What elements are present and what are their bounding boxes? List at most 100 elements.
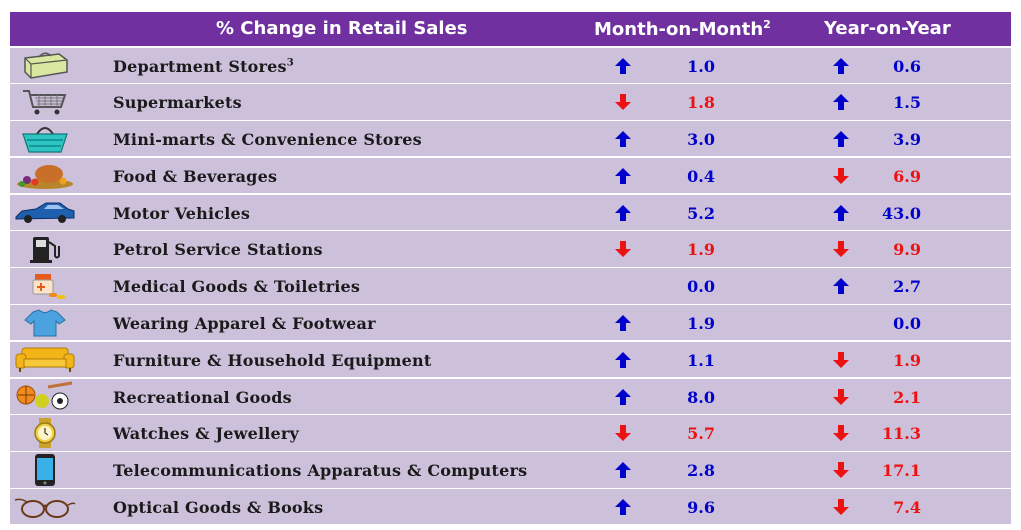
yoy-down-arrow-icon xyxy=(832,461,850,479)
mom-value: 1.8 xyxy=(687,93,715,113)
yoy-down-arrow-icon xyxy=(832,424,850,442)
table-body: Department Stores3 1.0 0.6 Supermarkets 1.8 1… xyxy=(10,47,1011,525)
mom-up-arrow-icon xyxy=(614,204,632,222)
table-row: Optical Goods & Books 9.6 7.4 xyxy=(10,489,1011,525)
watch-icon xyxy=(12,416,78,449)
mom-value: 0.4 xyxy=(687,166,715,186)
row-label-text: Mini-marts & Convenience Stores xyxy=(113,130,422,150)
header-year-on-year: Year-on-Year xyxy=(824,18,951,39)
sports-balls-icon xyxy=(12,380,78,413)
table-row: Recreational Goods 8.0 2.1 xyxy=(10,378,1011,414)
mom-value: 1.0 xyxy=(687,56,715,76)
table-header: % Change in Retail Sales Month-on-Month2… xyxy=(10,12,1011,46)
medicine-icon xyxy=(12,269,78,302)
row-label: Department Stores3 xyxy=(113,57,294,76)
row-label-text: Furniture & Household Equipment xyxy=(113,350,432,370)
mom-up-arrow-icon xyxy=(614,351,632,369)
mom-down-arrow-icon xyxy=(614,424,632,442)
row-label: Motor Vehicles xyxy=(113,204,250,223)
yoy-value: 0.0 xyxy=(893,314,921,334)
row-label: Watches & Jewellery xyxy=(113,424,299,443)
mom-value: 2.8 xyxy=(687,461,715,481)
mom-value: 8.0 xyxy=(687,387,715,407)
header-category: % Change in Retail Sales xyxy=(216,18,468,39)
mom-value: 1.9 xyxy=(687,240,715,260)
row-label-text: Wearing Apparel & Footwear xyxy=(113,314,376,334)
mom-up-arrow-icon xyxy=(614,167,632,185)
yoy-up-arrow-icon xyxy=(832,204,850,222)
row-label-text: Motor Vehicles xyxy=(113,203,251,223)
yoy-value: 1.5 xyxy=(893,93,921,113)
row-label-text: Department Stores xyxy=(113,56,287,76)
table-row: Furniture & Household Equipment 1.1 1.9 xyxy=(10,341,1011,378)
table-row: Mini-marts & Convenience Stores 3.0 3.9 xyxy=(10,121,1011,157)
row-label-footnote: 3 xyxy=(286,57,294,69)
row-label-text: Petrol Service Stations xyxy=(113,240,323,260)
mom-up-arrow-icon xyxy=(614,130,632,148)
shopping-cart-icon xyxy=(12,85,78,118)
mom-down-arrow-icon xyxy=(614,93,632,111)
row-label-text: Optical Goods & Books xyxy=(113,498,324,518)
table-row: Motor Vehicles 5.2 43.0 xyxy=(10,194,1011,230)
row-label-text: Telecommunications Apparatus & Computers xyxy=(113,461,528,481)
row-label: Furniture & Household Equipment xyxy=(113,351,431,370)
mom-down-arrow-icon xyxy=(614,240,632,258)
yoy-value: 43.0 xyxy=(882,203,921,223)
header-month-on-month: Month-on-Month2 xyxy=(594,18,771,40)
mom-up-arrow-icon xyxy=(614,57,632,75)
row-label: Optical Goods & Books xyxy=(113,498,323,517)
yoy-value: 7.4 xyxy=(893,498,921,518)
yoy-value: 17.1 xyxy=(882,461,921,481)
row-label-text: Watches & Jewellery xyxy=(113,424,300,444)
tshirt-icon xyxy=(12,306,78,339)
food-icon xyxy=(12,159,78,192)
row-label: Telecommunications Apparatus & Computers xyxy=(113,461,527,480)
yoy-value: 0.6 xyxy=(893,56,921,76)
yoy-down-arrow-icon xyxy=(832,167,850,185)
mom-value: 5.7 xyxy=(687,424,715,444)
yoy-up-arrow-icon xyxy=(832,93,850,111)
sofa-icon xyxy=(12,343,78,376)
yoy-up-arrow-icon xyxy=(832,57,850,75)
retail-sales-table: % Change in Retail Sales Month-on-Month2… xyxy=(10,12,1011,525)
table-row: Department Stores3 1.0 0.6 xyxy=(10,47,1011,83)
mom-value: 1.9 xyxy=(687,314,715,334)
table-row: Medical Goods & Toiletries 0.0 2.7 xyxy=(10,268,1011,304)
mom-value: 9.6 xyxy=(687,498,715,518)
header-mom-footnote: 2 xyxy=(763,18,771,31)
yoy-down-arrow-icon xyxy=(832,498,850,516)
shopping-bag-icon xyxy=(12,49,78,82)
mom-value: 1.1 xyxy=(687,350,715,370)
row-label-text: Supermarkets xyxy=(113,93,242,113)
mom-value: 5.2 xyxy=(687,203,715,223)
header-mom-text: Month-on-Month xyxy=(594,19,764,40)
mom-up-arrow-icon xyxy=(614,388,632,406)
yoy-value: 1.9 xyxy=(893,350,921,370)
row-label-text: Recreational Goods xyxy=(113,387,292,407)
yoy-value: 3.9 xyxy=(893,130,921,150)
yoy-value: 11.3 xyxy=(882,424,921,444)
table-row: Food & Beverages 0.4 6.9 xyxy=(10,157,1011,194)
yoy-up-arrow-icon xyxy=(832,130,850,148)
yoy-down-arrow-icon xyxy=(832,351,850,369)
mom-up-arrow-icon xyxy=(614,461,632,479)
row-label: Supermarkets xyxy=(113,93,242,112)
mom-up-arrow-icon xyxy=(614,314,632,332)
basket-icon xyxy=(12,122,78,155)
row-label: Medical Goods & Toiletries xyxy=(113,277,360,296)
car-icon xyxy=(12,196,78,229)
yoy-up-arrow-icon xyxy=(832,277,850,295)
table-row: Watches & Jewellery 5.7 11.3 xyxy=(10,415,1011,451)
row-label: Wearing Apparel & Footwear xyxy=(113,314,376,333)
yoy-value: 2.1 xyxy=(893,387,921,407)
table-row: Telecommunications Apparatus & Computers… xyxy=(10,452,1011,488)
phone-icon xyxy=(12,453,78,486)
yoy-down-arrow-icon xyxy=(832,388,850,406)
row-label: Mini-marts & Convenience Stores xyxy=(113,130,422,149)
table-row: Petrol Service Stations 1.9 9.9 xyxy=(10,231,1011,267)
glasses-icon xyxy=(12,490,78,523)
fuel-pump-icon xyxy=(12,232,78,265)
row-label: Recreational Goods xyxy=(113,388,292,407)
row-label-text: Food & Beverages xyxy=(113,166,278,186)
yoy-value: 2.7 xyxy=(893,277,921,297)
